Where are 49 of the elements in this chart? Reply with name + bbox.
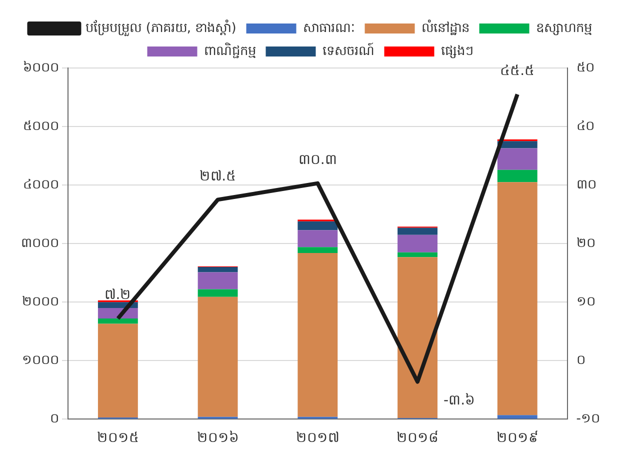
y2-tick-label: ៤០ [576, 118, 594, 134]
bar [298, 221, 338, 230]
bar [398, 228, 438, 235]
x-tick-label: ២០១៥ [96, 430, 139, 446]
y2-tick-label: ៥០ [576, 60, 594, 76]
bar [198, 296, 238, 417]
y2-tick-label: ២០ [576, 236, 596, 251]
bar [198, 272, 238, 290]
legend-label: ឧស្សាហកម្ម [536, 20, 592, 36]
y-tick-label: ២០០០ [22, 294, 59, 310]
legend-label: បម្រែបម្រួល (ភាគរយ, ខាងស្តាំ) [86, 18, 236, 37]
x-tick-label: ២០១៨ [396, 430, 439, 446]
data-label: ២៧.៥ [200, 168, 236, 184]
bar [497, 415, 538, 419]
y-tick-label: ៦០០០ [23, 60, 59, 76]
bar [497, 170, 538, 182]
y-tick-label: ១០០០ [22, 353, 59, 368]
bar [398, 234, 438, 252]
bar [298, 247, 338, 253]
legend-label: ទេសចរណ៍ [322, 42, 374, 59]
y-tick-label: ៤០០០ [23, 177, 59, 192]
data-label: ៤៥.៥ [500, 62, 535, 79]
bar [198, 267, 238, 272]
legend-label: លំនៅដ្ឋាន [421, 18, 470, 36]
bar [98, 324, 138, 418]
bar [198, 289, 238, 297]
y2-tick-label: ០ [576, 353, 586, 368]
bar [398, 252, 438, 258]
bar [497, 148, 538, 170]
x-tick-label: ២០១៧ [296, 430, 340, 446]
data-label: ៧.២ [104, 287, 132, 304]
bar [298, 252, 338, 417]
x-tick-label: ២០១៦ [196, 430, 239, 446]
legend-label: សាធារណៈ [302, 20, 355, 36]
bar [298, 230, 338, 248]
y-tick-label: ៣០០០ [21, 236, 59, 251]
y2-tick-label: ៣០ [576, 177, 596, 192]
y-tick-label: ៥០០០ [23, 118, 59, 134]
y2-tick-label: ១០ [576, 294, 596, 310]
bar [98, 318, 138, 324]
y2-tick-label: -១០ [576, 412, 600, 427]
y-tick-label: ០ [50, 412, 59, 427]
bar [497, 182, 538, 416]
x-tick-label: ២០១៩ [496, 430, 538, 446]
bar [398, 257, 438, 418]
legend-label: ផ្សេងៗ [440, 44, 474, 59]
data-label: ៣០.៣ [298, 152, 337, 168]
data-label: -៣.៦ [444, 392, 476, 408]
legend-label: ពាណិជ្ជកម្ម [204, 42, 256, 59]
